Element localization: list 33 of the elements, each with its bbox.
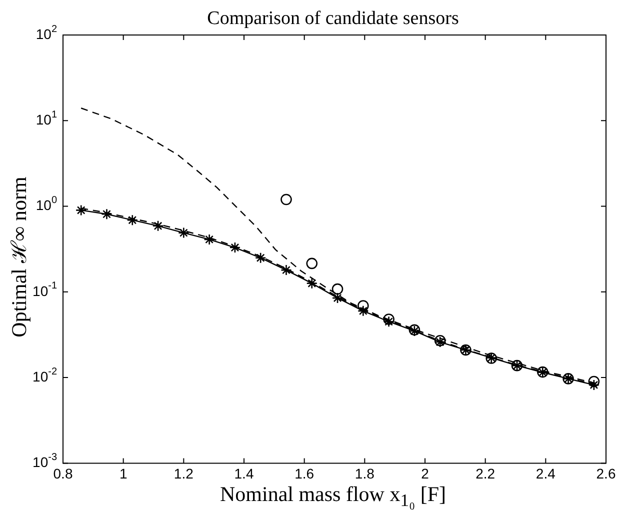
y-axis-title: Optimal ℋ∞ norm (6, 176, 32, 340)
x-tick-label: 2.2 (476, 465, 496, 482)
x-tick-label: 1.8 (354, 465, 375, 482)
x-tick-label: 2 (421, 465, 430, 482)
point (358, 305, 369, 317)
point (254, 252, 266, 264)
x-tick-label: 1.6 (294, 465, 314, 482)
x-tick-label: 2.4 (536, 465, 556, 482)
x-tick-label: 1.2 (174, 465, 194, 482)
point (280, 194, 292, 206)
x-tick-label: 2.6 (596, 465, 616, 482)
point (101, 208, 112, 220)
point (332, 283, 344, 295)
point (383, 316, 394, 328)
x-tick-label: 1.4 (234, 465, 254, 482)
point (383, 314, 394, 325)
point (358, 300, 369, 312)
point (588, 379, 600, 391)
point (75, 204, 87, 216)
chart-title: Comparison of candidate sensors (206, 8, 460, 30)
point (229, 242, 241, 254)
x-axis-title: Nominal mass flow x$_{1₀}$ [F] (218, 482, 447, 512)
point (588, 376, 600, 388)
point (306, 258, 318, 270)
point (306, 278, 318, 289)
point (280, 264, 292, 276)
point (126, 214, 138, 226)
point (204, 234, 215, 246)
point (178, 227, 190, 238)
point (152, 220, 164, 232)
x-tick-label: 1 (119, 465, 128, 482)
point (332, 292, 344, 304)
x-tick-label: 0.8 (53, 465, 73, 482)
